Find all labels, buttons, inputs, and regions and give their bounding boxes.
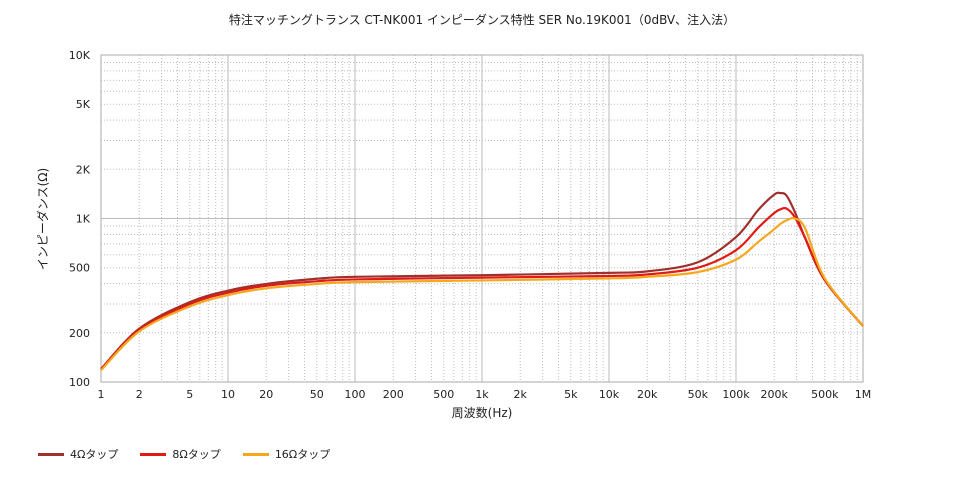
- x-tick-label: 50k: [688, 388, 709, 401]
- legend-swatch: [140, 452, 167, 456]
- x-tick-label: 100: [345, 388, 366, 401]
- legend-label: 8Ωタップ: [172, 448, 221, 461]
- grid: [100, 54, 864, 383]
- legend-swatch: [38, 452, 64, 456]
- y-tick-label: 100: [69, 376, 90, 389]
- plot-border: [100, 54, 864, 383]
- series-lines: [100, 191, 864, 372]
- series-line-2: [100, 206, 864, 370]
- x-axis-label: 周波数(Hz): [452, 405, 513, 420]
- x-tick-label: 2k: [514, 388, 528, 401]
- chart-title: 特注マッチングトランス CT-NK001 インピーダンス特性 SER No.19…: [229, 12, 735, 27]
- x-tick-label: 1k: [475, 388, 489, 401]
- y-tick-label: 200: [69, 327, 90, 340]
- x-tick-label: 10k: [599, 388, 620, 401]
- x-axis: 1 2 5 10 20 50 100 200 500 1k 2k 5k 10k 20k 50k 100k 200…: [98, 388, 872, 401]
- x-tick-label: 200: [383, 388, 404, 401]
- legend-item: 8Ωタップ: [140, 446, 221, 462]
- y-tick-label: 10K: [69, 49, 91, 62]
- x-tick-label: 20: [259, 388, 273, 401]
- y-tick-label: 2K: [76, 163, 91, 176]
- y-tick-label: 5K: [76, 98, 91, 111]
- y-axis-label: インピーダンス(Ω): [35, 168, 50, 270]
- x-tick-label: 10: [221, 388, 235, 401]
- y-tick-label: 500: [69, 262, 90, 275]
- x-tick-label: 20k: [637, 388, 658, 401]
- y-tick-label: 1K: [76, 213, 91, 226]
- x-tick-label: 1: [98, 388, 105, 401]
- x-tick-label: 5k: [564, 388, 578, 401]
- x-tick-label: 200k: [761, 388, 789, 401]
- x-tick-label: 1M: [855, 388, 872, 401]
- series-line-1: [100, 191, 864, 370]
- legend-label: 16Ωタップ: [274, 448, 331, 461]
- legend-item: 4Ωタップ: [38, 446, 118, 462]
- x-tick-label: 500k: [811, 388, 839, 401]
- x-tick-label: 500: [433, 388, 454, 401]
- legend-label: 4Ωタップ: [70, 448, 119, 461]
- x-tick-label: 50: [310, 388, 324, 401]
- x-tick-label: 5: [186, 388, 193, 401]
- y-axis: 100 200 500 1K 2K 5K 10K: [69, 49, 91, 389]
- legend-item: 16Ωタップ: [242, 446, 331, 462]
- x-tick-label: 2: [136, 388, 143, 401]
- legend: 4Ωタップ 8Ωタップ 16Ωタップ: [38, 446, 330, 462]
- x-tick-label: 100k: [722, 388, 750, 401]
- legend-swatch: [242, 452, 269, 456]
- series-line-3: [100, 216, 864, 372]
